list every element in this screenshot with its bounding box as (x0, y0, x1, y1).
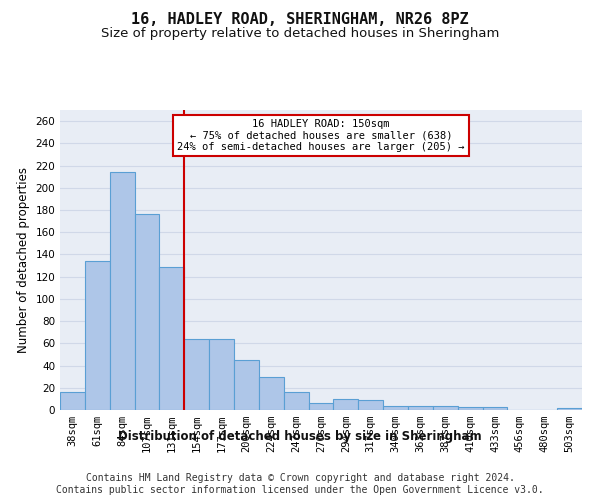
Bar (557, 408, 582, 410)
Text: Distribution of detached houses by size in Sheringham: Distribution of detached houses by size … (118, 430, 482, 443)
Text: 16, HADLEY ROAD, SHERINGHAM, NR26 8PZ: 16, HADLEY ROAD, SHERINGHAM, NR26 8PZ (131, 12, 469, 28)
Bar (284, 392, 308, 410)
Bar (134, 214, 160, 410)
Bar (334, 399, 358, 410)
Bar (160, 266, 184, 410)
Bar (408, 406, 433, 410)
Bar (383, 406, 408, 410)
Bar (308, 404, 334, 410)
Bar (60, 392, 85, 410)
Bar (259, 376, 284, 410)
Bar (433, 406, 458, 410)
Bar (482, 406, 508, 410)
Text: Contains HM Land Registry data © Crown copyright and database right 2024.
Contai: Contains HM Land Registry data © Crown c… (56, 474, 544, 495)
Bar (85, 261, 110, 410)
Bar (458, 406, 482, 410)
Text: 16 HADLEY ROAD: 150sqm
← 75% of detached houses are smaller (638)
24% of semi-de: 16 HADLEY ROAD: 150sqm ← 75% of detached… (177, 119, 465, 152)
Bar (358, 400, 383, 410)
Y-axis label: Number of detached properties: Number of detached properties (17, 167, 30, 353)
Bar (184, 339, 209, 410)
Bar (209, 339, 234, 410)
Text: Size of property relative to detached houses in Sheringham: Size of property relative to detached ho… (101, 28, 499, 40)
Bar (110, 172, 134, 410)
Bar (234, 360, 259, 410)
